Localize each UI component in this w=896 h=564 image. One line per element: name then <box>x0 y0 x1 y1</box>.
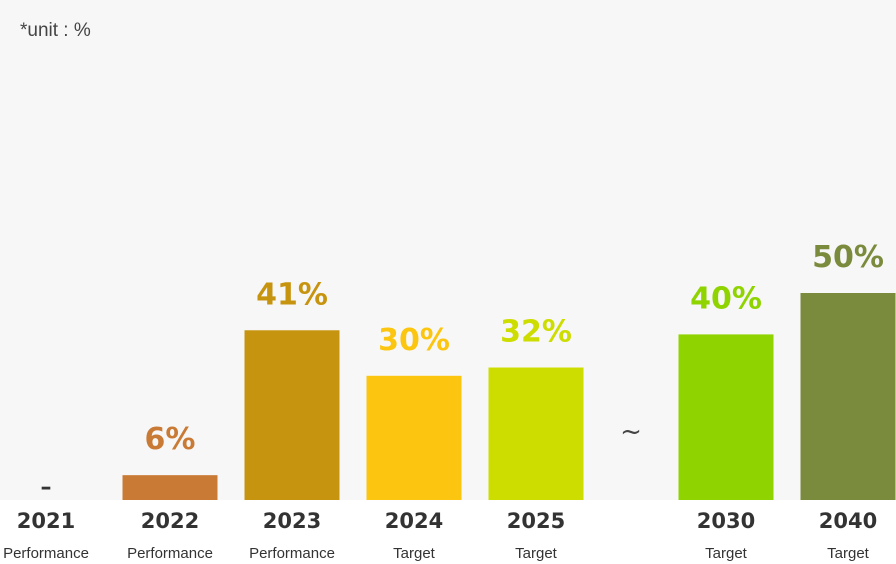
bar-2024 <box>366 375 462 500</box>
x-tick-label-2030: 2030 <box>697 509 755 533</box>
x-sublabel-2024: Target <box>393 545 436 562</box>
value-label-2030: 40% <box>690 281 762 316</box>
value-label-2023: 41% <box>256 277 328 312</box>
x-sublabel-2023: Performance <box>249 545 335 562</box>
axis-break-mark: ~ <box>620 417 642 447</box>
bar-2040 <box>800 293 896 500</box>
value-label-2024: 30% <box>378 323 450 358</box>
x-sublabel-2022: Performance <box>127 545 213 562</box>
x-tick-label-2022: 2022 <box>141 509 199 533</box>
bar-2030 <box>678 334 774 500</box>
bar-2025 <box>488 367 584 500</box>
bar-2023 <box>244 330 340 500</box>
x-sublabel-2021: Performance <box>3 545 89 562</box>
unit-note: *unit : % <box>20 20 91 41</box>
x-tick-label-2023: 2023 <box>263 509 321 533</box>
x-sublabel-2025: Target <box>515 545 558 562</box>
x-tick-label-2024: 2024 <box>385 509 443 533</box>
value-label-2040: 50% <box>812 240 884 275</box>
value-label-2022: 6% <box>145 422 196 457</box>
bar-2022 <box>122 475 218 500</box>
x-tick-label-2021: 2021 <box>17 509 75 533</box>
value-label-2025: 32% <box>500 315 572 350</box>
x-tick-label-2025: 2025 <box>507 509 565 533</box>
value-label-2021: – <box>41 475 52 500</box>
x-tick-label-2040: 2040 <box>819 509 877 533</box>
x-sublabel-2040: Target <box>827 545 870 562</box>
x-sublabel-2030: Target <box>705 545 748 562</box>
